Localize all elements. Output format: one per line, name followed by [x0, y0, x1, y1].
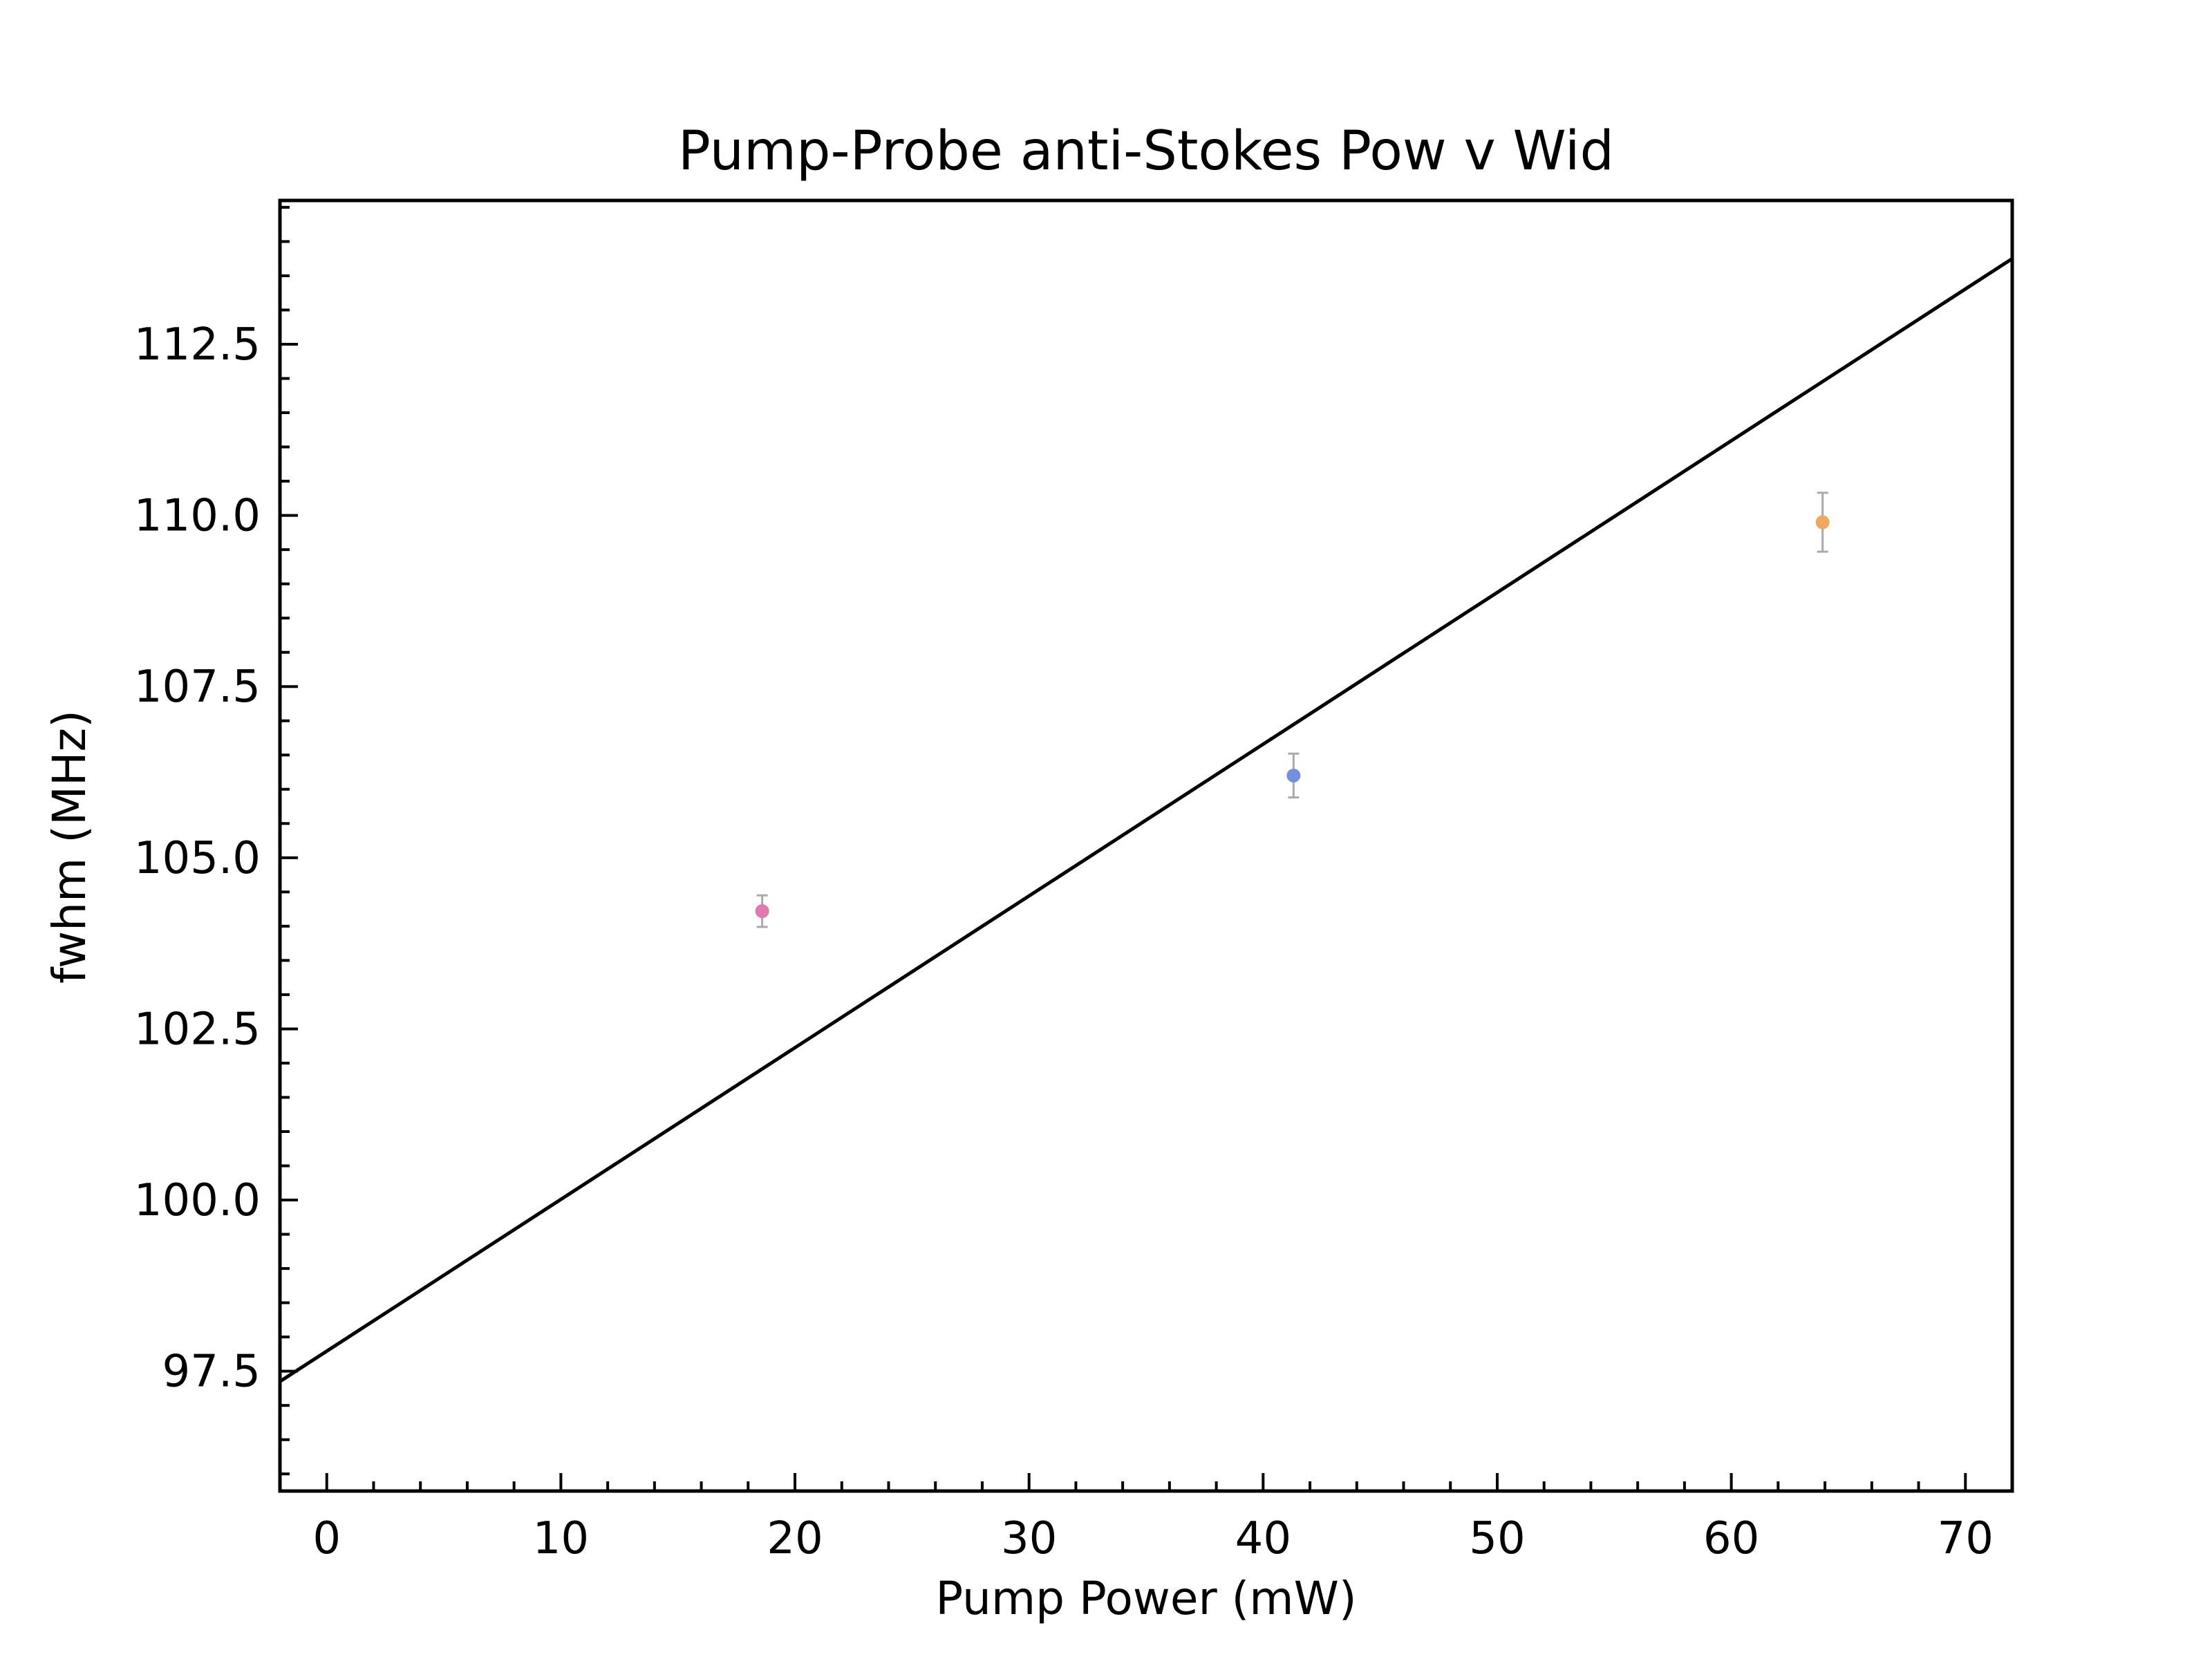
x-tick-label: 0	[312, 1513, 341, 1564]
y-tick-label: 107.5	[134, 662, 261, 713]
x-tick-label: 30	[1001, 1513, 1057, 1564]
x-tick-label: 50	[1469, 1513, 1525, 1564]
data-point	[755, 904, 769, 919]
plot-frame	[278, 198, 2014, 1493]
y-tick-label: 100.0	[134, 1175, 261, 1226]
fit-line	[279, 257, 2014, 1383]
x-tick-label: 40	[1235, 1513, 1291, 1564]
data-point	[1286, 768, 1301, 782]
y-tick-label: 105.0	[134, 833, 261, 884]
x-tick-label: 70	[1938, 1513, 1994, 1564]
y-tick-label: 97.5	[162, 1347, 261, 1398]
x-tick-label: 20	[767, 1513, 823, 1564]
x-tick-label: 60	[1703, 1513, 1759, 1564]
y-tick-label: 110.0	[134, 491, 261, 542]
y-tick-label: 112.5	[134, 319, 261, 371]
x-axis-label: Pump Power (mW)	[935, 1572, 1356, 1625]
data-point	[1815, 515, 1830, 529]
x-tick-label: 10	[533, 1513, 589, 1564]
y-axis-label: fwhm (MHz)	[43, 710, 96, 984]
y-tick-label: 102.5	[134, 1004, 261, 1055]
chart-title: Pump-Probe anti-Stokes Pow v Wid	[678, 120, 1614, 182]
plot-area: 0 10 20 30 40 50 60 70 97.5 100.0 102.5 105.0 107.5 1…	[134, 205, 2014, 1564]
